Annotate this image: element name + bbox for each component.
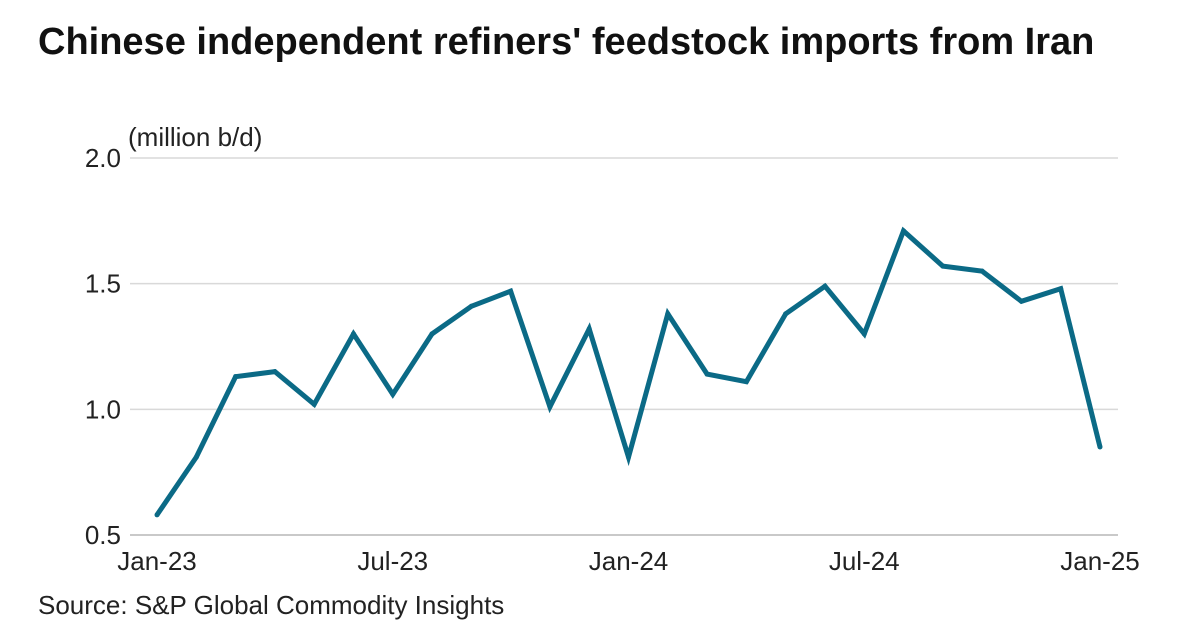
data-point — [1018, 298, 1024, 304]
data-point — [233, 374, 239, 380]
data-point — [704, 371, 710, 377]
chart-title: Chinese independent refiners' feedstock … — [38, 21, 1095, 63]
data-point — [311, 401, 317, 407]
x-tick-label: Jan-24 — [589, 546, 669, 576]
data-point — [390, 391, 396, 397]
y-axis-ticks: 0.5 1.0 1.5 2.0 — [85, 143, 121, 550]
data-point — [429, 331, 435, 337]
x-axis-ticks: Jan-23 Jul-23 Jan-24 Jul-24 Jan-25 — [117, 546, 1140, 576]
y-tick-label: 1.5 — [85, 269, 121, 299]
data-point — [547, 404, 553, 410]
data-point — [743, 379, 749, 385]
y-tick-label: 2.0 — [85, 143, 121, 173]
x-tick-label: Jan-25 — [1060, 546, 1140, 576]
data-point — [861, 331, 867, 337]
x-tick-label: Jan-23 — [117, 546, 197, 576]
series-group — [154, 226, 1103, 518]
data-point — [979, 268, 985, 274]
data-point — [822, 283, 828, 289]
data-point — [1058, 286, 1064, 292]
series-line — [154, 226, 1103, 517]
data-point — [193, 454, 199, 460]
data-point — [586, 326, 592, 332]
data-point — [508, 288, 514, 294]
data-point — [901, 228, 907, 234]
source-note: Source: S&P Global Commodity Insights — [38, 590, 505, 620]
y-tick-label: 1.0 — [85, 394, 121, 424]
data-point — [665, 311, 671, 317]
data-point — [468, 303, 474, 309]
data-point — [940, 263, 946, 269]
y-tick-label: 0.5 — [85, 520, 121, 550]
x-tick-label: Jul-24 — [829, 546, 900, 576]
y-axis-unit-label: (million b/d) — [128, 122, 262, 152]
data-point — [154, 512, 160, 518]
gridlines — [130, 157, 1118, 536]
data-point — [350, 331, 356, 337]
data-point — [783, 311, 789, 317]
x-tick-label: Jul-23 — [357, 546, 428, 576]
data-point — [1097, 444, 1103, 450]
data-point — [272, 369, 278, 375]
data-point — [626, 454, 631, 460]
